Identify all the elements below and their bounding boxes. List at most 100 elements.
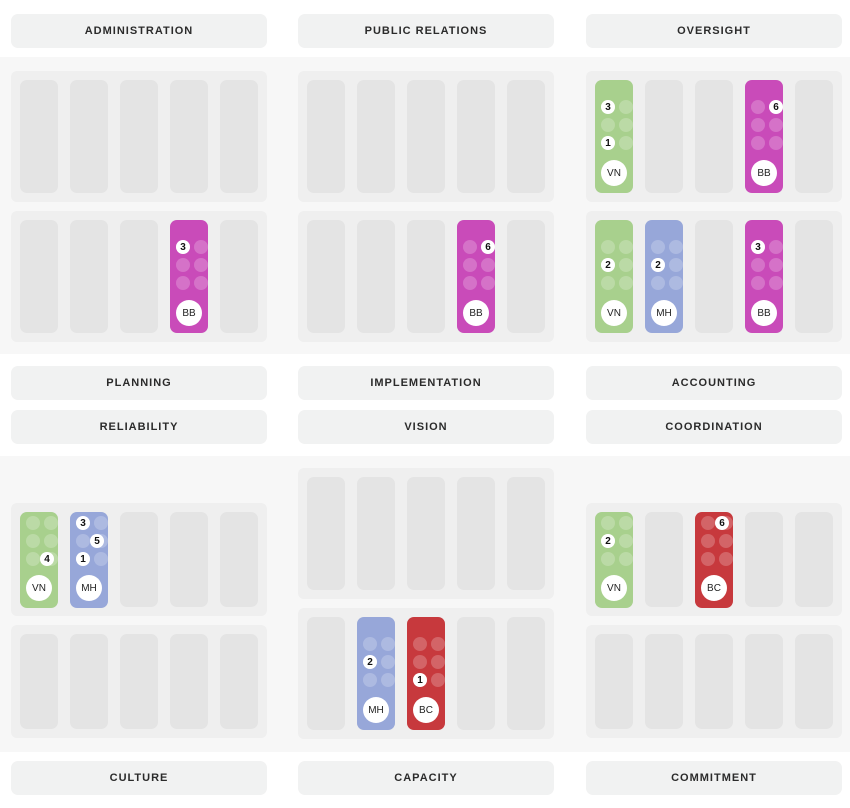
empty-slot[interactable] — [357, 80, 395, 193]
empty-slot[interactable] — [120, 634, 158, 729]
assignment-chip[interactable]: 6 BB — [745, 80, 783, 193]
empty-slot[interactable] — [745, 512, 783, 607]
assignment-chip[interactable]: 3 BB — [745, 220, 783, 333]
empty-slot[interactable] — [507, 617, 545, 730]
assignment-chip[interactable]: 3 1 VN — [595, 80, 633, 193]
empty-slot[interactable] — [407, 477, 445, 590]
empty-slot[interactable] — [220, 80, 258, 193]
count-badge: 6 — [481, 240, 495, 254]
grid-dot — [619, 534, 633, 548]
empty-slot[interactable] — [220, 220, 258, 333]
grid-dot — [363, 673, 377, 687]
count-badge: 3 — [176, 240, 190, 254]
empty-slot[interactable] — [170, 634, 208, 729]
empty-slot[interactable] — [645, 80, 683, 193]
empty-slot[interactable] — [457, 80, 495, 193]
label-accounting[interactable]: ACCOUNTING — [586, 366, 842, 400]
grid-dot — [619, 240, 633, 254]
empty-slot[interactable] — [170, 512, 208, 607]
grid-dot — [381, 655, 395, 669]
grid-dot — [176, 258, 190, 272]
empty-slot[interactable] — [357, 220, 395, 333]
panel-public-relations-upper — [298, 71, 554, 202]
label-culture[interactable]: CULTURE — [11, 761, 267, 795]
label-vision[interactable]: VISION — [298, 410, 554, 444]
initials-avatar: VN — [601, 575, 627, 601]
label-capacity[interactable]: CAPACITY — [298, 761, 554, 795]
label-planning[interactable]: PLANNING — [11, 366, 267, 400]
label-public-relations[interactable]: PUBLIC RELATIONS — [298, 14, 554, 48]
label-implementation[interactable]: IMPLEMENTATION — [298, 366, 554, 400]
empty-slot[interactable] — [595, 634, 633, 729]
initials-avatar: BB — [751, 300, 777, 326]
assignment-chip[interactable]: 2 MH — [645, 220, 683, 333]
grid-dot — [601, 276, 615, 290]
empty-slot[interactable] — [307, 477, 345, 590]
initials-avatar: BB — [463, 300, 489, 326]
empty-slot[interactable] — [70, 220, 108, 333]
empty-slot[interactable] — [120, 220, 158, 333]
empty-slot[interactable] — [795, 634, 833, 729]
initials-avatar: MH — [651, 300, 677, 326]
empty-slot[interactable] — [507, 477, 545, 590]
empty-slot[interactable] — [695, 220, 733, 333]
empty-slot[interactable] — [645, 634, 683, 729]
grid-dot — [751, 118, 765, 132]
panel-administration-lower — [11, 211, 267, 342]
assignment-chip[interactable]: 6 BB — [457, 220, 495, 333]
label-reliability[interactable]: RELIABILITY — [11, 410, 267, 444]
empty-slot[interactable] — [407, 220, 445, 333]
assignment-chip[interactable]: 2 MH — [357, 617, 395, 730]
empty-slot[interactable] — [20, 220, 58, 333]
empty-slot[interactable] — [457, 477, 495, 590]
empty-slot[interactable] — [695, 80, 733, 193]
grid-dot — [194, 240, 208, 254]
empty-slot[interactable] — [120, 512, 158, 607]
empty-slot[interactable] — [507, 80, 545, 193]
label-commitment[interactable]: COMMITMENT — [586, 761, 842, 795]
count-badge: 2 — [601, 534, 615, 548]
empty-slot[interactable] — [745, 634, 783, 729]
grid-dot — [669, 240, 683, 254]
empty-slot[interactable] — [307, 220, 345, 333]
grid-dot — [26, 534, 40, 548]
grid-dot — [363, 637, 377, 651]
assignment-chip[interactable]: 3 5 1 MH — [70, 512, 108, 608]
panel-vision-upper — [298, 468, 554, 599]
empty-slot[interactable] — [70, 80, 108, 193]
label-oversight[interactable]: OVERSIGHT — [586, 14, 842, 48]
count-badge: 1 — [601, 136, 615, 150]
assignment-chip[interactable]: 1 BC — [407, 617, 445, 730]
empty-slot[interactable] — [307, 80, 345, 193]
empty-slot[interactable] — [795, 80, 833, 193]
empty-slot[interactable] — [457, 617, 495, 730]
assignment-chip[interactable]: 6 BC — [695, 512, 733, 608]
empty-slot[interactable] — [645, 512, 683, 607]
empty-slot[interactable] — [20, 634, 58, 729]
empty-slot[interactable] — [220, 634, 258, 729]
grid-dot — [669, 276, 683, 290]
panel-reliability-lower — [11, 625, 267, 738]
empty-slot[interactable] — [220, 512, 258, 607]
assignment-chip[interactable]: 2 VN — [595, 220, 633, 333]
empty-slot[interactable] — [507, 220, 545, 333]
empty-slot[interactable] — [70, 634, 108, 729]
empty-slot[interactable] — [170, 80, 208, 193]
count-badge: 1 — [413, 673, 427, 687]
assignment-chip[interactable]: 2 VN — [595, 512, 633, 608]
empty-slot[interactable] — [307, 617, 345, 730]
assignment-chip[interactable]: 4 VN — [20, 512, 58, 608]
empty-slot[interactable] — [695, 634, 733, 729]
grid-dot — [719, 552, 733, 566]
empty-slot[interactable] — [407, 80, 445, 193]
empty-slot[interactable] — [795, 512, 833, 607]
grid-dot — [431, 673, 445, 687]
empty-slot[interactable] — [357, 477, 395, 590]
initials-avatar: BB — [751, 160, 777, 186]
assignment-chip[interactable]: 3 BB — [170, 220, 208, 333]
label-coordination[interactable]: COORDINATION — [586, 410, 842, 444]
label-administration[interactable]: ADMINISTRATION — [11, 14, 267, 48]
empty-slot[interactable] — [795, 220, 833, 333]
empty-slot[interactable] — [20, 80, 58, 193]
empty-slot[interactable] — [120, 80, 158, 193]
